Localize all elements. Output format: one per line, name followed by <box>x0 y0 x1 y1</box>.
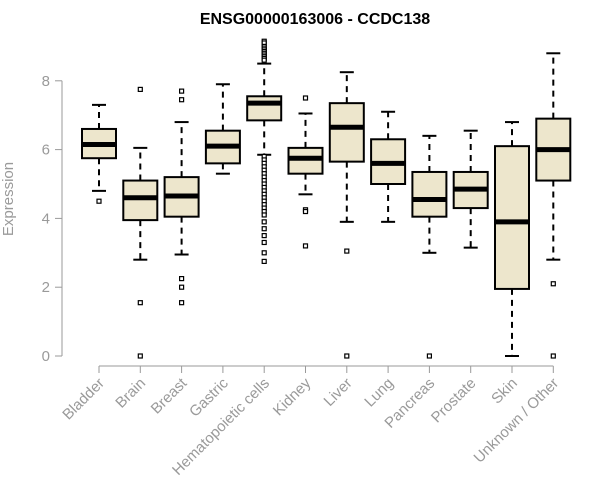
x-tick-label: Liver <box>321 375 356 410</box>
y-axis-label: Expression <box>0 162 17 236</box>
iqr-box <box>494 145 530 290</box>
outlier-point <box>261 250 267 256</box>
outlier-point <box>426 353 432 359</box>
x-tick-label: Lung <box>361 375 397 411</box>
outlier-point <box>550 281 556 287</box>
outlier-point <box>261 239 267 246</box>
outlier-point <box>302 243 309 249</box>
outlier-point <box>137 86 143 93</box>
outlier-point <box>261 233 267 239</box>
x-tick-label: Skin <box>488 375 521 408</box>
x-tick-label: Prostate <box>428 375 480 427</box>
box-bladder <box>81 103 117 204</box>
chart-title: ENSG00000163006 - CCDC138 <box>200 11 430 28</box>
y-tick-label: 2 <box>42 279 50 296</box>
outlier-point <box>344 248 350 254</box>
boxes <box>81 38 572 359</box>
outlier-point <box>302 95 309 101</box>
outlier-point <box>302 208 309 215</box>
y-tick-label: 8 <box>42 73 50 90</box>
outlier-point <box>179 88 185 94</box>
x-tick-label: Brain <box>112 375 149 412</box>
y-tick-label: 6 <box>42 142 50 159</box>
y-tick-label: 4 <box>42 210 50 227</box>
box-gastric <box>204 83 241 175</box>
iqr-box <box>122 179 159 222</box>
iqr-box <box>328 102 365 163</box>
x-tick-label: Bladder <box>59 375 108 424</box>
box-breast <box>163 88 200 306</box>
outlier-point <box>261 57 267 63</box>
box-unknown-other <box>535 52 572 359</box>
outlier-point <box>179 284 185 290</box>
box-brain <box>122 86 159 359</box>
box-liver <box>328 71 365 359</box>
x-tick-label: Breast <box>148 374 191 417</box>
box-kidney <box>287 95 324 249</box>
outlier-point <box>179 97 185 103</box>
outlier-point <box>179 276 185 282</box>
x-tick-label: Kidney <box>270 374 315 419</box>
iqr-box <box>411 170 448 218</box>
outlier-point <box>137 353 143 359</box>
outlier-point <box>261 212 267 218</box>
y-tick-label: 0 <box>42 348 50 365</box>
box-skin <box>494 121 530 357</box>
box-hematopoietic-cells <box>246 38 283 264</box>
outlier-point <box>179 300 185 306</box>
box-pancreas <box>411 134 448 359</box>
outlier-point <box>96 198 102 204</box>
iqr-box <box>287 146 324 175</box>
outlier-point <box>261 258 267 264</box>
box-lung <box>370 110 407 223</box>
outlier-point <box>344 353 350 359</box>
outlier-point <box>261 226 267 232</box>
axes: 0 2 4 6 8 <box>42 73 554 373</box>
iqr-box <box>246 95 283 122</box>
outlier-point <box>550 353 556 359</box>
box-prostate <box>452 129 489 249</box>
outlier-point <box>137 300 143 306</box>
outlier-point <box>261 219 267 225</box>
